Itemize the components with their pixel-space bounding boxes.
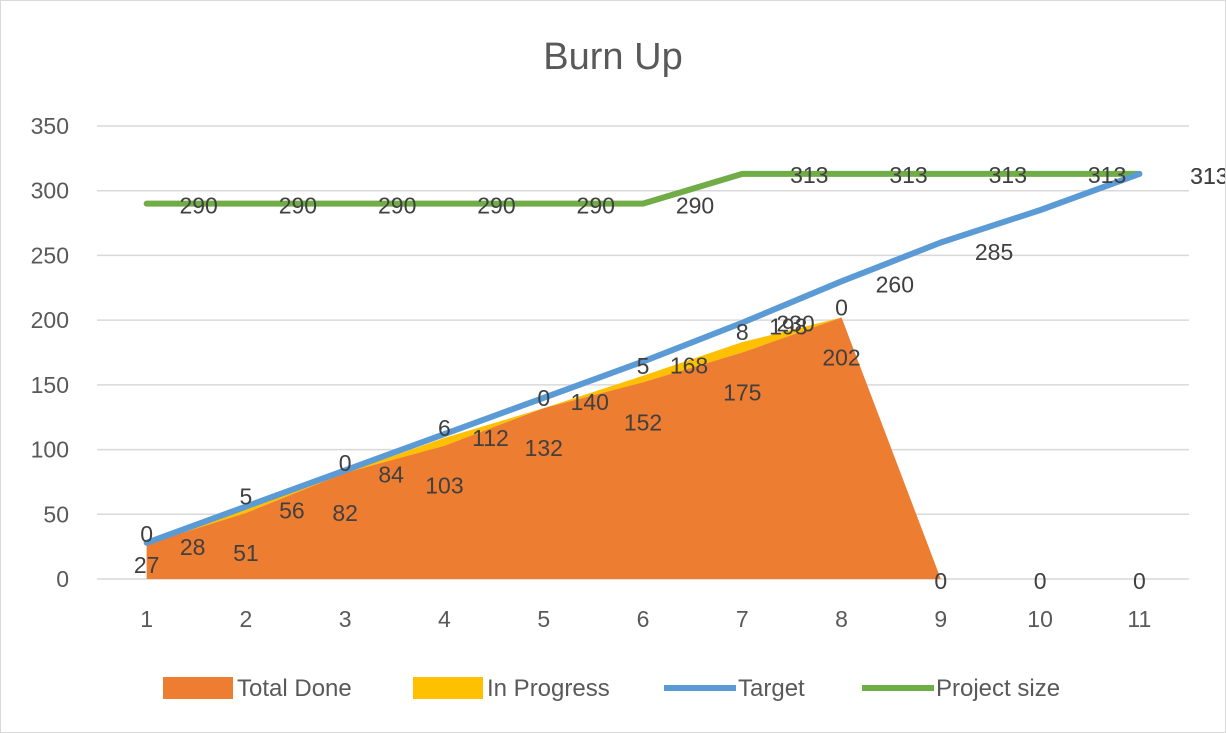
project-size-label: 313	[1190, 163, 1225, 189]
target-label: 198	[769, 314, 807, 340]
y-tick-label-100: 100	[31, 437, 69, 463]
total-done-label: 152	[624, 409, 662, 435]
x-tick-label-2: 2	[240, 606, 253, 632]
target-label: 285	[975, 239, 1013, 265]
legend: Total Done In Progress Target Project size	[163, 675, 1060, 702]
project-size-line	[143, 170, 1143, 207]
target-label: 140	[571, 389, 609, 415]
total-done-label: 132	[525, 435, 563, 461]
in-progress-label: 0	[835, 295, 848, 321]
x-tick-label-9: 9	[934, 606, 947, 632]
total-done-area	[146, 317, 1140, 579]
legend-label: Project size	[936, 675, 1060, 702]
total-done-label: 27	[134, 552, 160, 578]
total-done-label: 202	[822, 345, 860, 371]
x-tick-label-8: 8	[835, 606, 848, 632]
x-tick-label-5: 5	[537, 606, 550, 632]
y-tick-label-50: 50	[43, 501, 69, 527]
in-progress-label: 0	[339, 450, 352, 476]
target-label: 28	[180, 534, 206, 560]
total-done-label: 82	[332, 500, 358, 526]
target-line	[143, 170, 1143, 546]
y-tick-label-200: 200	[31, 307, 69, 333]
total-done-label: 0	[934, 568, 947, 594]
x-tick-label-7: 7	[736, 606, 749, 632]
project-size-label: 290	[577, 193, 615, 219]
total-done-label: 103	[425, 473, 463, 499]
legend-label: Total Done	[237, 675, 352, 702]
project-size-label: 290	[477, 193, 515, 219]
target-label: 84	[378, 461, 404, 487]
x-tick-label-1: 1	[140, 606, 153, 632]
target-label: 112	[472, 425, 509, 451]
x-tick-label-11: 11	[1127, 606, 1151, 632]
in-progress-label: 0	[537, 385, 550, 411]
in-progress-label: 5	[637, 353, 650, 379]
target-label: 230	[776, 310, 814, 336]
legend-label: In Progress	[487, 675, 610, 702]
x-tick-label-10: 10	[1027, 606, 1053, 632]
x-tick-label-3: 3	[339, 606, 352, 632]
area-series	[146, 317, 1140, 579]
target-label: 168	[670, 353, 708, 379]
x-tick-label-4: 4	[438, 606, 451, 632]
project-size-label: 313	[1088, 162, 1126, 188]
project-size-label: 290	[378, 193, 416, 219]
x-tick-label-6: 6	[637, 606, 650, 632]
target-label: 313	[1190, 163, 1225, 189]
project-size-label: 290	[179, 193, 217, 219]
in-progress-label: 8	[736, 319, 749, 345]
target-label: 260	[876, 271, 914, 297]
y-tick-label-150: 150	[31, 372, 69, 398]
chart-title: Burn Up	[543, 36, 682, 78]
legend-swatch	[413, 677, 483, 699]
in-progress-label: 6	[438, 415, 451, 441]
y-tick-label-0: 0	[56, 566, 69, 592]
total-done-label: 175	[723, 380, 761, 406]
line-series	[143, 170, 1143, 546]
y-tick-label-250: 250	[31, 242, 69, 268]
total-done-label: 0	[1034, 568, 1047, 594]
legend-label: Target	[738, 675, 805, 702]
total-done-label: 51	[233, 540, 259, 566]
total-done-label: 0	[1133, 568, 1146, 594]
in-progress-label: 5	[240, 484, 253, 510]
legend-swatch	[163, 677, 233, 699]
project-size-label: 290	[676, 193, 714, 219]
project-size-label: 313	[790, 162, 828, 188]
target-label: 56	[279, 498, 305, 524]
data-labels: 27 51 82 103 132 152 175 202 0 0 0 0 5 0 6 0 5 8 0 28 56 84 11…	[134, 162, 1225, 594]
in-progress-label: 0	[140, 521, 153, 547]
y-tick-label-300: 300	[31, 178, 69, 204]
project-size-label: 313	[889, 162, 927, 188]
project-size-label: 290	[279, 193, 317, 219]
y-tick-label-350: 350	[31, 113, 69, 139]
project-size-label: 313	[989, 162, 1027, 188]
